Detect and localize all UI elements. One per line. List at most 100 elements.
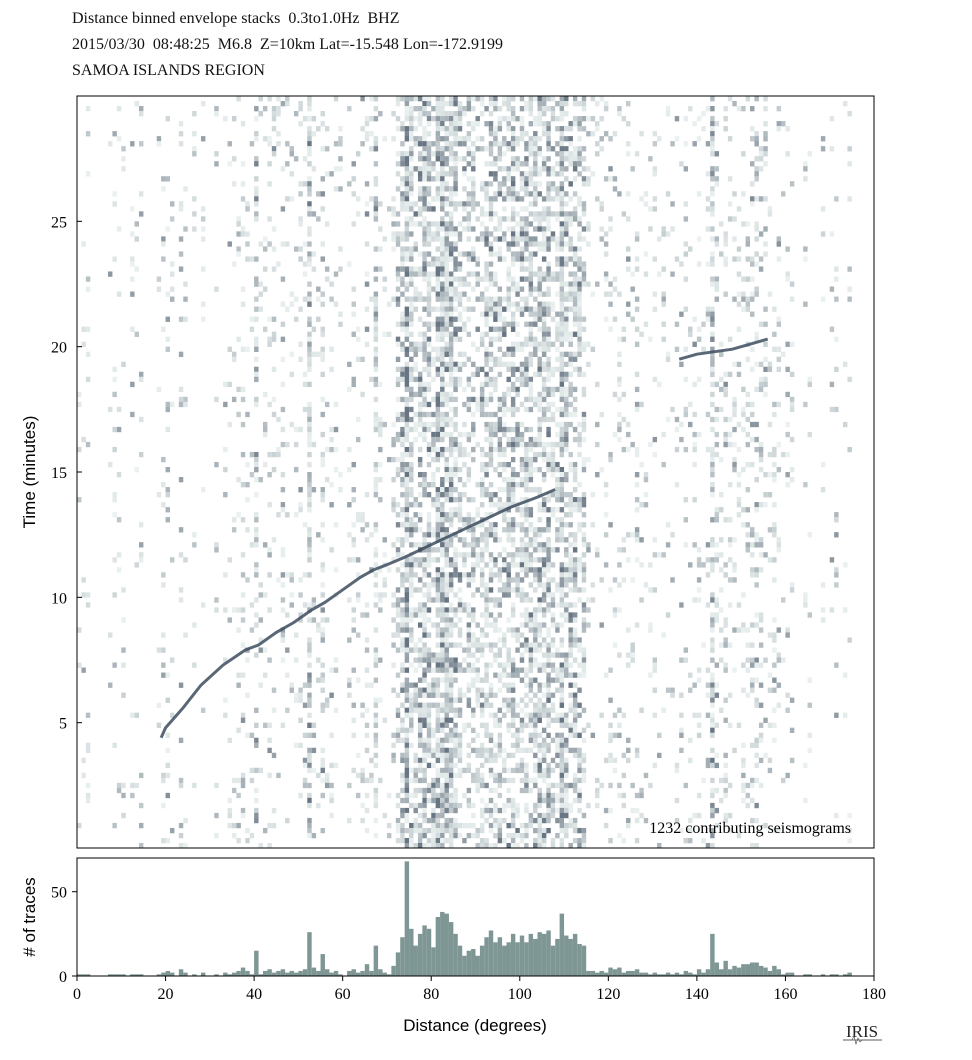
heat-cell bbox=[612, 316, 618, 322]
heat-cell bbox=[519, 537, 525, 543]
heat-cell bbox=[559, 522, 565, 528]
heat-cell bbox=[178, 316, 184, 322]
heat-cell bbox=[581, 176, 587, 182]
heat-cell bbox=[471, 306, 476, 312]
heat-cell bbox=[457, 116, 463, 122]
heat-cell bbox=[178, 266, 184, 272]
heat-cell bbox=[497, 221, 503, 227]
heat-cell bbox=[347, 677, 352, 683]
heat-cell bbox=[404, 842, 410, 849]
heat-cell bbox=[307, 552, 312, 558]
heat-cell bbox=[298, 717, 303, 723]
heat-cell bbox=[484, 807, 489, 814]
heat-cell bbox=[497, 121, 503, 127]
heat-cell bbox=[240, 617, 246, 623]
heat-cell bbox=[466, 196, 472, 202]
heat-cell bbox=[550, 792, 556, 799]
heat-cell bbox=[524, 692, 529, 698]
heat-cell bbox=[559, 341, 565, 347]
heat-cell bbox=[484, 121, 489, 127]
heat-cell bbox=[564, 111, 569, 117]
heat-cell bbox=[236, 792, 241, 799]
heat-cell bbox=[280, 572, 286, 578]
heat-cell bbox=[515, 161, 520, 167]
heat-cell bbox=[245, 837, 250, 844]
heat-cell bbox=[320, 767, 325, 774]
header-line-1: Distance binned envelope stacks 0.3to1.0… bbox=[72, 10, 400, 27]
heat-cell bbox=[169, 271, 175, 277]
heat-cell bbox=[484, 401, 489, 408]
heat-cell bbox=[471, 777, 476, 784]
heat-cell bbox=[559, 326, 565, 332]
heat-cell bbox=[457, 261, 463, 267]
heat-cell bbox=[515, 136, 520, 142]
heat-cell bbox=[524, 466, 529, 473]
heat-cell bbox=[409, 712, 414, 718]
heat-cell bbox=[524, 842, 529, 849]
heat-cell bbox=[417, 647, 423, 653]
heat-cell bbox=[435, 797, 441, 804]
heat-cell bbox=[546, 261, 551, 267]
heat-cell bbox=[360, 391, 365, 398]
heat-cell bbox=[254, 276, 259, 282]
heat-cell bbox=[471, 286, 476, 292]
heat-cell bbox=[595, 441, 600, 448]
heat-cell bbox=[462, 321, 467, 327]
heat-cell bbox=[444, 186, 449, 192]
heat-cell bbox=[431, 141, 436, 147]
heat-cell bbox=[236, 672, 241, 678]
heat-cell bbox=[426, 191, 432, 197]
heat-cell bbox=[457, 602, 463, 608]
heat-cell bbox=[466, 131, 472, 137]
heat-cell bbox=[466, 637, 472, 643]
heat-cell bbox=[590, 492, 596, 498]
heat-cell bbox=[608, 176, 613, 182]
heat-cell bbox=[404, 667, 410, 673]
heat-cell bbox=[400, 441, 405, 448]
heat-cell bbox=[519, 727, 525, 733]
heat-cell bbox=[493, 131, 498, 137]
heat-cell bbox=[555, 441, 560, 448]
heat-cell bbox=[519, 361, 525, 368]
heat-cell bbox=[524, 446, 529, 453]
heat-cell bbox=[293, 742, 299, 749]
heat-cell bbox=[413, 777, 418, 784]
heat-cell bbox=[448, 191, 454, 197]
heat-cell bbox=[249, 627, 255, 633]
heat-cell bbox=[510, 281, 516, 287]
heat-cell bbox=[484, 757, 489, 764]
heat-cell bbox=[471, 822, 476, 829]
heat-cell bbox=[413, 682, 418, 688]
heat-cell bbox=[254, 176, 259, 182]
heat-cell bbox=[431, 687, 436, 693]
heat-cell bbox=[577, 346, 582, 352]
heat-cell bbox=[510, 131, 516, 137]
heat-cell bbox=[409, 492, 414, 498]
heat-cell bbox=[161, 572, 166, 578]
heat-cell bbox=[435, 111, 441, 117]
heat-cell bbox=[422, 802, 427, 809]
heat-cell bbox=[431, 221, 436, 227]
heat-cell bbox=[121, 782, 126, 789]
heat-cell bbox=[378, 592, 383, 598]
heat-cell bbox=[515, 291, 520, 297]
heat-cell bbox=[431, 256, 436, 262]
heat-cell bbox=[550, 446, 556, 453]
heat-cell bbox=[413, 201, 418, 207]
heat-cell bbox=[324, 276, 330, 282]
heat-cell bbox=[546, 406, 551, 413]
heat-cell bbox=[546, 166, 551, 172]
heat-cell bbox=[608, 697, 613, 703]
heat-cell bbox=[559, 767, 565, 774]
heat-cell bbox=[564, 537, 569, 543]
heat-cell bbox=[448, 171, 454, 177]
heat-cell bbox=[417, 712, 423, 718]
heat-cell bbox=[568, 221, 573, 227]
heat-cell bbox=[564, 441, 569, 448]
heat-cell bbox=[546, 677, 551, 683]
heat-cell bbox=[395, 567, 401, 573]
heat-cell bbox=[493, 807, 498, 814]
heat-cell bbox=[515, 436, 520, 443]
heat-cell bbox=[302, 757, 308, 764]
heat-cell bbox=[479, 101, 485, 107]
